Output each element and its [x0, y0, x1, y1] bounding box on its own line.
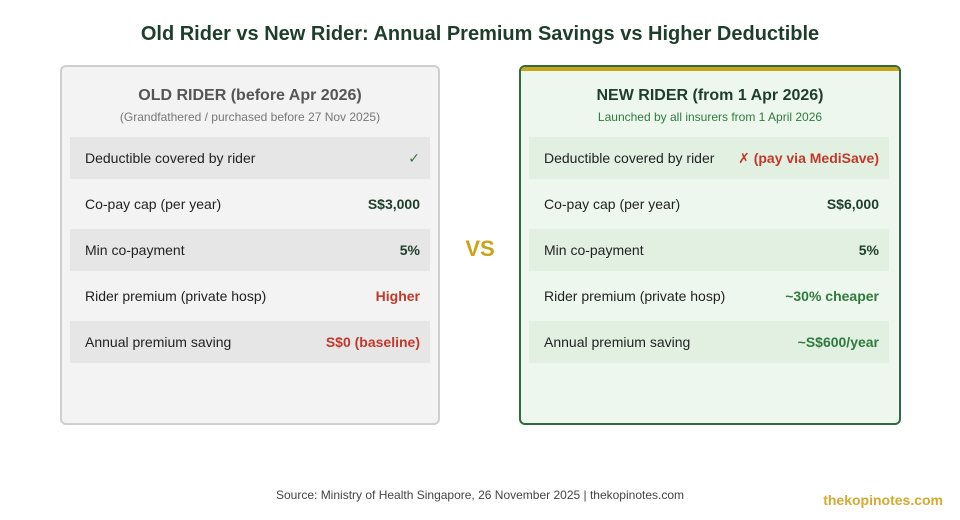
row-label: Co-pay cap (per year) — [85, 196, 222, 212]
new-row-min-copay: Min co-payment 5% — [529, 229, 889, 271]
new-row-deductible: Deductible covered by rider ✗ (pay via M… — [529, 137, 889, 179]
vs-label: VS — [465, 236, 495, 261]
new-rider-rows: Deductible covered by rider ✗ (pay via M… — [529, 137, 889, 367]
old-row-deductible: Deductible covered by rider ✓ — [70, 137, 430, 179]
old-rider-panel: OLD RIDER (before Apr 2026) (Grandfather… — [60, 65, 440, 425]
row-label: Min co-payment — [544, 242, 644, 258]
old-rider-rows: Deductible covered by rider ✓ Co-pay cap… — [70, 137, 430, 367]
old-row-premium: Rider premium (private hosp) Higher — [70, 275, 430, 317]
check-icon: ✓ — [408, 149, 420, 166]
new-row-premium: Rider premium (private hosp) ~30% cheape… — [529, 275, 889, 317]
row-label: Rider premium (private hosp) — [544, 288, 726, 304]
new-rider-title: NEW RIDER (from 1 Apr 2026) — [596, 87, 824, 104]
row-value: S$6,000 — [826, 196, 879, 212]
new-rider-panel: NEW RIDER (from 1 Apr 2026) Launched by … — [519, 65, 901, 425]
new-row-saving: Annual premium saving ~S$600/year — [529, 321, 889, 363]
row-label: Co-pay cap (per year) — [544, 196, 681, 212]
new-row-copay-cap: Co-pay cap (per year) S$6,000 — [529, 183, 889, 225]
old-rider-subtitle: (Grandfathered / purchased before 27 Nov… — [119, 110, 381, 124]
old-row-saving: Annual premium saving S$0 (baseline) — [70, 321, 430, 363]
row-value: S$0 (baseline) — [325, 334, 420, 350]
row-label: Min co-payment — [85, 242, 185, 258]
row-value: ~S$600/year — [797, 334, 879, 350]
old-row-min-copay: Min co-payment 5% — [70, 229, 430, 271]
old-row-copay-cap: Co-pay cap (per year) S$3,000 — [70, 183, 430, 225]
row-value: Higher — [375, 288, 420, 304]
old-rider-title: OLD RIDER (before Apr 2026) — [138, 87, 362, 104]
row-label: Deductible covered by rider — [544, 150, 715, 166]
row-value: 5% — [399, 242, 420, 258]
row-label: Annual premium saving — [544, 334, 691, 350]
row-label: Annual premium saving — [85, 334, 232, 350]
row-value: 5% — [858, 242, 879, 258]
source-note: Source: Ministry of Health Singapore, 26… — [276, 488, 684, 502]
row-value: S$3,000 — [367, 196, 420, 212]
watermark: thekopinotes.com — [823, 492, 943, 508]
new-rider-subtitle: Launched by all insurers from 1 April 20… — [597, 110, 823, 124]
row-value: ✗ (pay via MediSave) — [738, 149, 879, 166]
row-label: Deductible covered by rider — [85, 150, 256, 166]
page-title: Old Rider vs New Rider: Annual Premium S… — [140, 23, 820, 45]
row-label: Rider premium (private hosp) — [85, 288, 267, 304]
accent-bar — [521, 67, 899, 71]
row-value: ~30% cheaper — [785, 288, 879, 304]
